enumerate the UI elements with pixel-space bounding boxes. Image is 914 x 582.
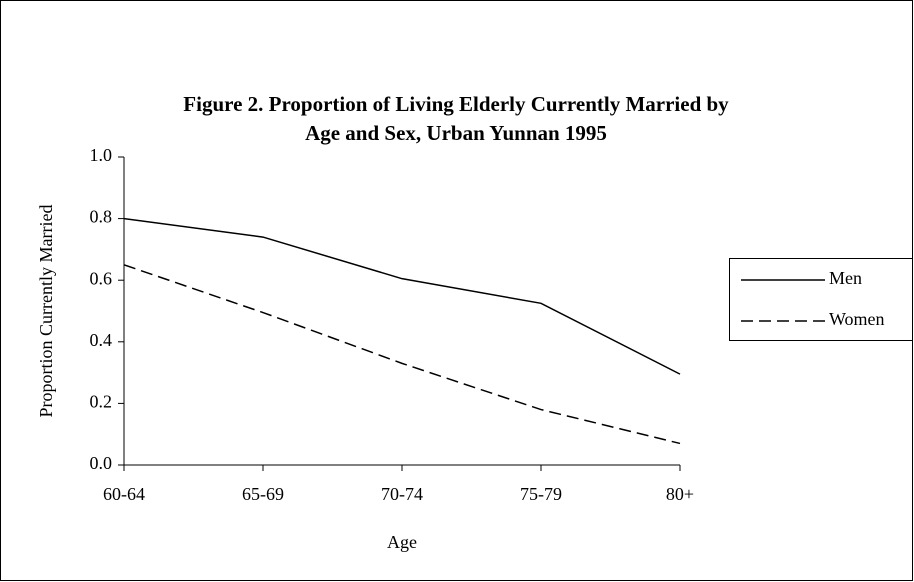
- x-tick-label: 60-64: [103, 484, 145, 504]
- y-tick-label: 0.0: [90, 453, 113, 473]
- y-tick-label: 1.0: [90, 145, 113, 165]
- y-axis-label: Proportion Currently Married: [36, 205, 56, 418]
- x-tick-label: 80+: [666, 484, 694, 504]
- x-tick-label: 65-69: [242, 484, 284, 504]
- legend-label: Men: [829, 268, 862, 288]
- legend-box: [729, 258, 913, 341]
- data-line: [123, 217, 681, 375]
- x-tick-label: 75-79: [520, 484, 562, 504]
- chart-title: Figure 2. Proportion of Living Elderly C…: [183, 92, 729, 116]
- y-tick-label: 0.2: [90, 392, 113, 412]
- y-tick-label: 0.4: [90, 330, 113, 350]
- x-axis-label: Age: [387, 532, 417, 552]
- y-tick-label: 0.6: [90, 268, 113, 288]
- chart-title: Age and Sex, Urban Yunnan 1995: [305, 121, 607, 145]
- data-line: [123, 264, 681, 445]
- x-tick-label: 70-74: [381, 484, 423, 504]
- y-tick-label: 0.8: [90, 207, 113, 227]
- legend-label: Women: [829, 309, 885, 329]
